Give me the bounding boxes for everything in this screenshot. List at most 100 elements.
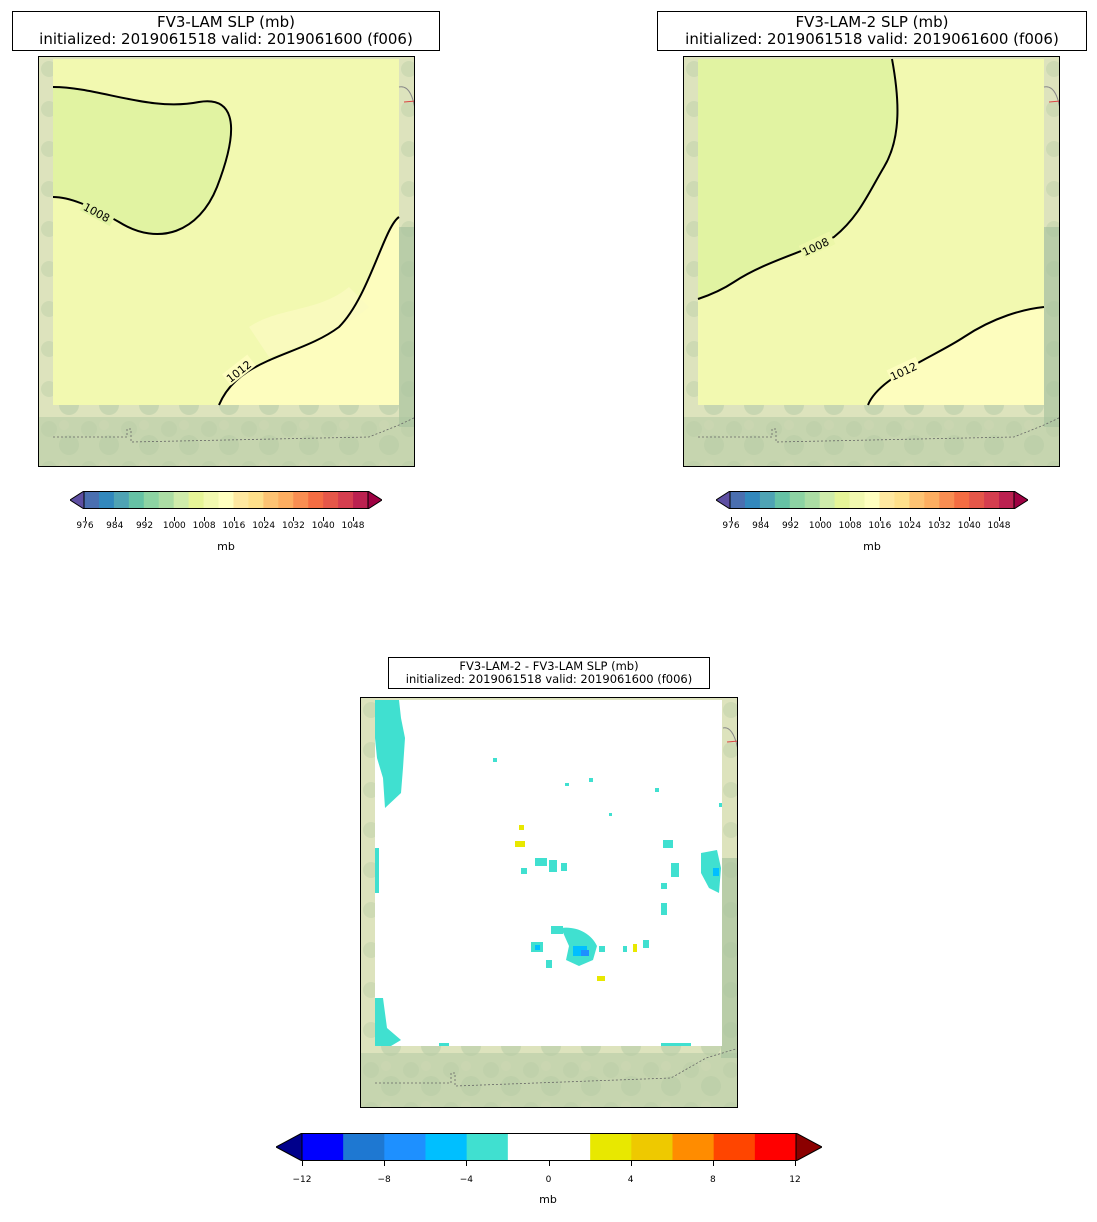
colorbar-tick-mark [263,517,265,521]
colorbar-swatch [507,1133,550,1161]
colorbar-tick-mark [820,517,822,521]
colorbar-swatch [631,1133,673,1161]
colorbar-tick-label: 1000 [808,521,832,531]
colorbar-swatch [894,491,910,509]
colorbar-tick-mark [323,517,325,521]
colorbar-swatch [98,491,115,509]
colorbar-swatch [384,1133,426,1161]
colorbar-tick-mark [466,1161,468,1166]
colorbar-tick-label: 1024 [898,521,922,531]
colorbar-tick-mark [630,1161,632,1166]
colorbar-tick-label: 1008 [192,521,216,531]
colorbar-tick-mark [144,517,146,521]
colorbar-tick-label: 1008 [838,521,862,531]
bottom-title: FV3-LAM-2 - FV3-LAM SLP (mb) initialized… [388,657,710,689]
colorbar-tick-mark [302,1161,303,1166]
top-right-title-line1: FV3-LAM-2 SLP (mb) [795,13,949,31]
colorbar-under-extension [715,490,731,510]
colorbar-swatch [939,491,955,509]
contour-1012 [867,306,1045,406]
colorbar-swatch [158,491,175,509]
colorbar-tick-label: 1032 [927,521,951,531]
colorbar-swatch [84,491,100,509]
colorbar-tick-label: 1048 [987,521,1011,531]
bottom-map-svg [361,698,737,1107]
colorbar-tick-label: 1016 [868,521,892,531]
bottom-map [360,697,738,1108]
bottom-colorbar-svg [274,1132,824,1162]
colorbar-tick-mark [999,517,1000,521]
top-right-colorbar-svg [715,490,1029,510]
colorbar-swatch [834,491,851,509]
top-right-colorbar [715,490,1029,510]
colorbar-swatch [188,491,205,509]
top-right-map: 1008 1012 [683,56,1060,467]
bottom-colorbar [274,1132,824,1162]
colorbar-over-extension [795,1132,824,1162]
colorbar-swatch [924,491,940,509]
top-right-title: FV3-LAM-2 SLP (mb) initialized: 20190615… [657,11,1087,51]
colorbar-swatch [233,491,249,509]
colorbar-swatch [549,1133,591,1161]
top-left-title-line2: initialized: 2019061518 valid: 201906160… [39,30,413,48]
colorbar-swatch [143,491,160,509]
colorbar-tick-label: 1016 [222,521,246,531]
top-left-map: 1008 1012 [38,56,415,467]
state-border [375,1048,737,1087]
colorbar-tick-mark [939,517,941,521]
colorbar-swatch [278,491,294,509]
colorbar-tick-label: 984 [752,521,770,531]
colorbar-swatch [353,491,369,509]
colorbar-tick-label: 1048 [341,521,365,531]
difference-field [375,700,722,1046]
top-left-colorbar-svg [69,490,383,510]
colorbar-swatch [984,491,1000,509]
colorbar-tick-label: 976 [722,521,740,531]
colorbar-swatch [804,491,821,509]
colorbar-swatch [713,1133,756,1161]
colorbar-tick-label: 1032 [281,521,305,531]
colorbar-tick-label: 1000 [162,521,186,531]
colorbar-tick-mark [969,517,971,521]
colorbar-tick-label: 1024 [252,521,276,531]
top-left-title-line1: FV3-LAM SLP (mb) [156,13,296,31]
top-right-title-line2: initialized: 2019061518 valid: 201906160… [685,30,1059,48]
colorbar-swatch [789,491,806,509]
colorbar-tick-label: 992 [135,521,154,531]
colorbar-swatch [754,1133,797,1161]
colorbar-swatch [590,1133,632,1161]
colorbar-tick-label: 992 [781,521,800,531]
colorbar-tick-mark [353,517,354,521]
contour-1008 [697,58,899,300]
colorbar-swatch [466,1133,509,1161]
top-left-map-svg: 1008 1012 [39,57,414,466]
bottom-colorbar-units: mb [539,1193,557,1206]
colorbar-over-extension [1013,490,1029,510]
colorbar-swatch [173,491,190,509]
colorbar-under-extension [69,490,85,510]
colorbar-tick-mark [114,517,116,521]
colorbar-swatch [819,491,836,509]
colorbar-tick-mark [879,517,881,521]
colorbar-swatch [343,1133,385,1161]
colorbar-swatch [293,491,309,509]
top-right-colorbar-units: mb [863,540,881,553]
colorbar-swatch [744,491,761,509]
top-right-map-svg: 1008 1012 [684,57,1059,466]
colorbar-swatch [730,491,746,509]
colorbar-outline [301,1133,797,1161]
colorbar-swatch [864,491,880,509]
colorbar-tick-mark [790,517,792,521]
colorbar-swatch [323,491,339,509]
top-left-colorbar-ticks: 976 984 992 1000 1008 1016 1024 1032 1040 1048 [76,517,364,535]
colorbar-tick-label: −4 [459,1175,473,1185]
colorbar-tick-label: 984 [106,521,124,531]
colorbar-tick-mark [85,517,86,521]
top-left-title: FV3-LAM SLP (mb) initialized: 2019061518… [12,11,440,51]
colorbar-outline [729,491,1015,509]
colorbar-swatch [909,491,925,509]
colorbar-swatch [308,491,324,509]
colorbar-tick-mark [712,1161,714,1166]
colorbar-over-extension [367,490,383,510]
colorbar-tick-label: 4 [627,1175,634,1185]
